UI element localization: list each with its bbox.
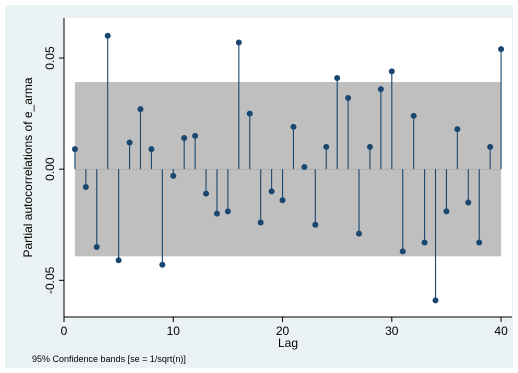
y-tick-label: -0.05 — [43, 266, 57, 294]
point-lag-11 — [181, 135, 188, 142]
point-lag-16 — [235, 39, 242, 46]
point-lag-35 — [443, 208, 450, 215]
point-lag-5 — [115, 257, 122, 264]
pacf-chart: 0 10 20 30 40 -0.05 0.00 0.05 Lag Partial auto… — [21, 18, 512, 364]
point-lag-27 — [356, 230, 363, 237]
point-lag-14 — [213, 210, 220, 217]
point-lag-31 — [399, 248, 406, 255]
point-lag-6 — [126, 139, 133, 146]
point-lag-4 — [104, 32, 111, 39]
confidence-note: 95% Confidence bands [se = 1/sqrt(n)] — [32, 354, 186, 364]
point-lag-18 — [257, 219, 264, 226]
x-axis-ticks: 0 10 20 30 40 — [61, 317, 508, 338]
point-lag-10 — [170, 172, 177, 179]
stems-layer — [74, 35, 502, 301]
point-lag-13 — [203, 190, 210, 197]
point-lag-19 — [268, 188, 275, 195]
y-axis-ticks: -0.05 0.00 0.05 — [43, 46, 64, 294]
point-lag-9 — [159, 261, 166, 268]
point-lag-12 — [192, 132, 199, 139]
y-tick-label: 0.05 — [43, 46, 57, 70]
point-lag-17 — [246, 110, 253, 117]
x-tick-label: 40 — [494, 324, 508, 338]
point-lag-36 — [454, 126, 461, 133]
point-lag-34 — [432, 297, 439, 304]
point-lag-32 — [410, 112, 417, 119]
point-lag-37 — [465, 199, 472, 206]
chart-figure: 0 10 20 30 40 -0.05 0.00 0.05 Lag Partial auto… — [5, 5, 513, 368]
point-lag-20 — [279, 197, 286, 204]
point-lag-21 — [290, 123, 297, 130]
x-tick-label: 0 — [61, 324, 68, 338]
x-tick-label: 20 — [276, 324, 290, 338]
x-tick-label: 30 — [385, 324, 399, 338]
point-lag-38 — [476, 239, 483, 246]
point-lag-25 — [334, 75, 341, 82]
point-lag-3 — [93, 243, 100, 250]
x-tick-label: 10 — [167, 324, 181, 338]
point-lag-28 — [366, 143, 373, 150]
point-lag-2 — [82, 183, 89, 190]
point-lag-29 — [377, 86, 384, 93]
markers-layer — [71, 32, 505, 304]
point-lag-7 — [137, 106, 144, 113]
x-axis-title: Lag — [278, 336, 298, 350]
point-lag-15 — [224, 208, 231, 215]
point-lag-26 — [345, 95, 352, 102]
point-lag-22 — [301, 163, 308, 170]
point-lag-24 — [323, 143, 330, 150]
point-lag-1 — [71, 146, 78, 153]
y-tick-label: 0.00 — [43, 157, 57, 181]
point-lag-39 — [487, 143, 494, 150]
point-lag-33 — [421, 239, 428, 246]
y-axis-title: Partial autocorrelations of e_arma — [21, 77, 35, 257]
point-lag-30 — [388, 68, 395, 75]
point-lag-23 — [312, 221, 319, 228]
point-lag-8 — [148, 146, 155, 153]
point-lag-40 — [498, 46, 505, 53]
